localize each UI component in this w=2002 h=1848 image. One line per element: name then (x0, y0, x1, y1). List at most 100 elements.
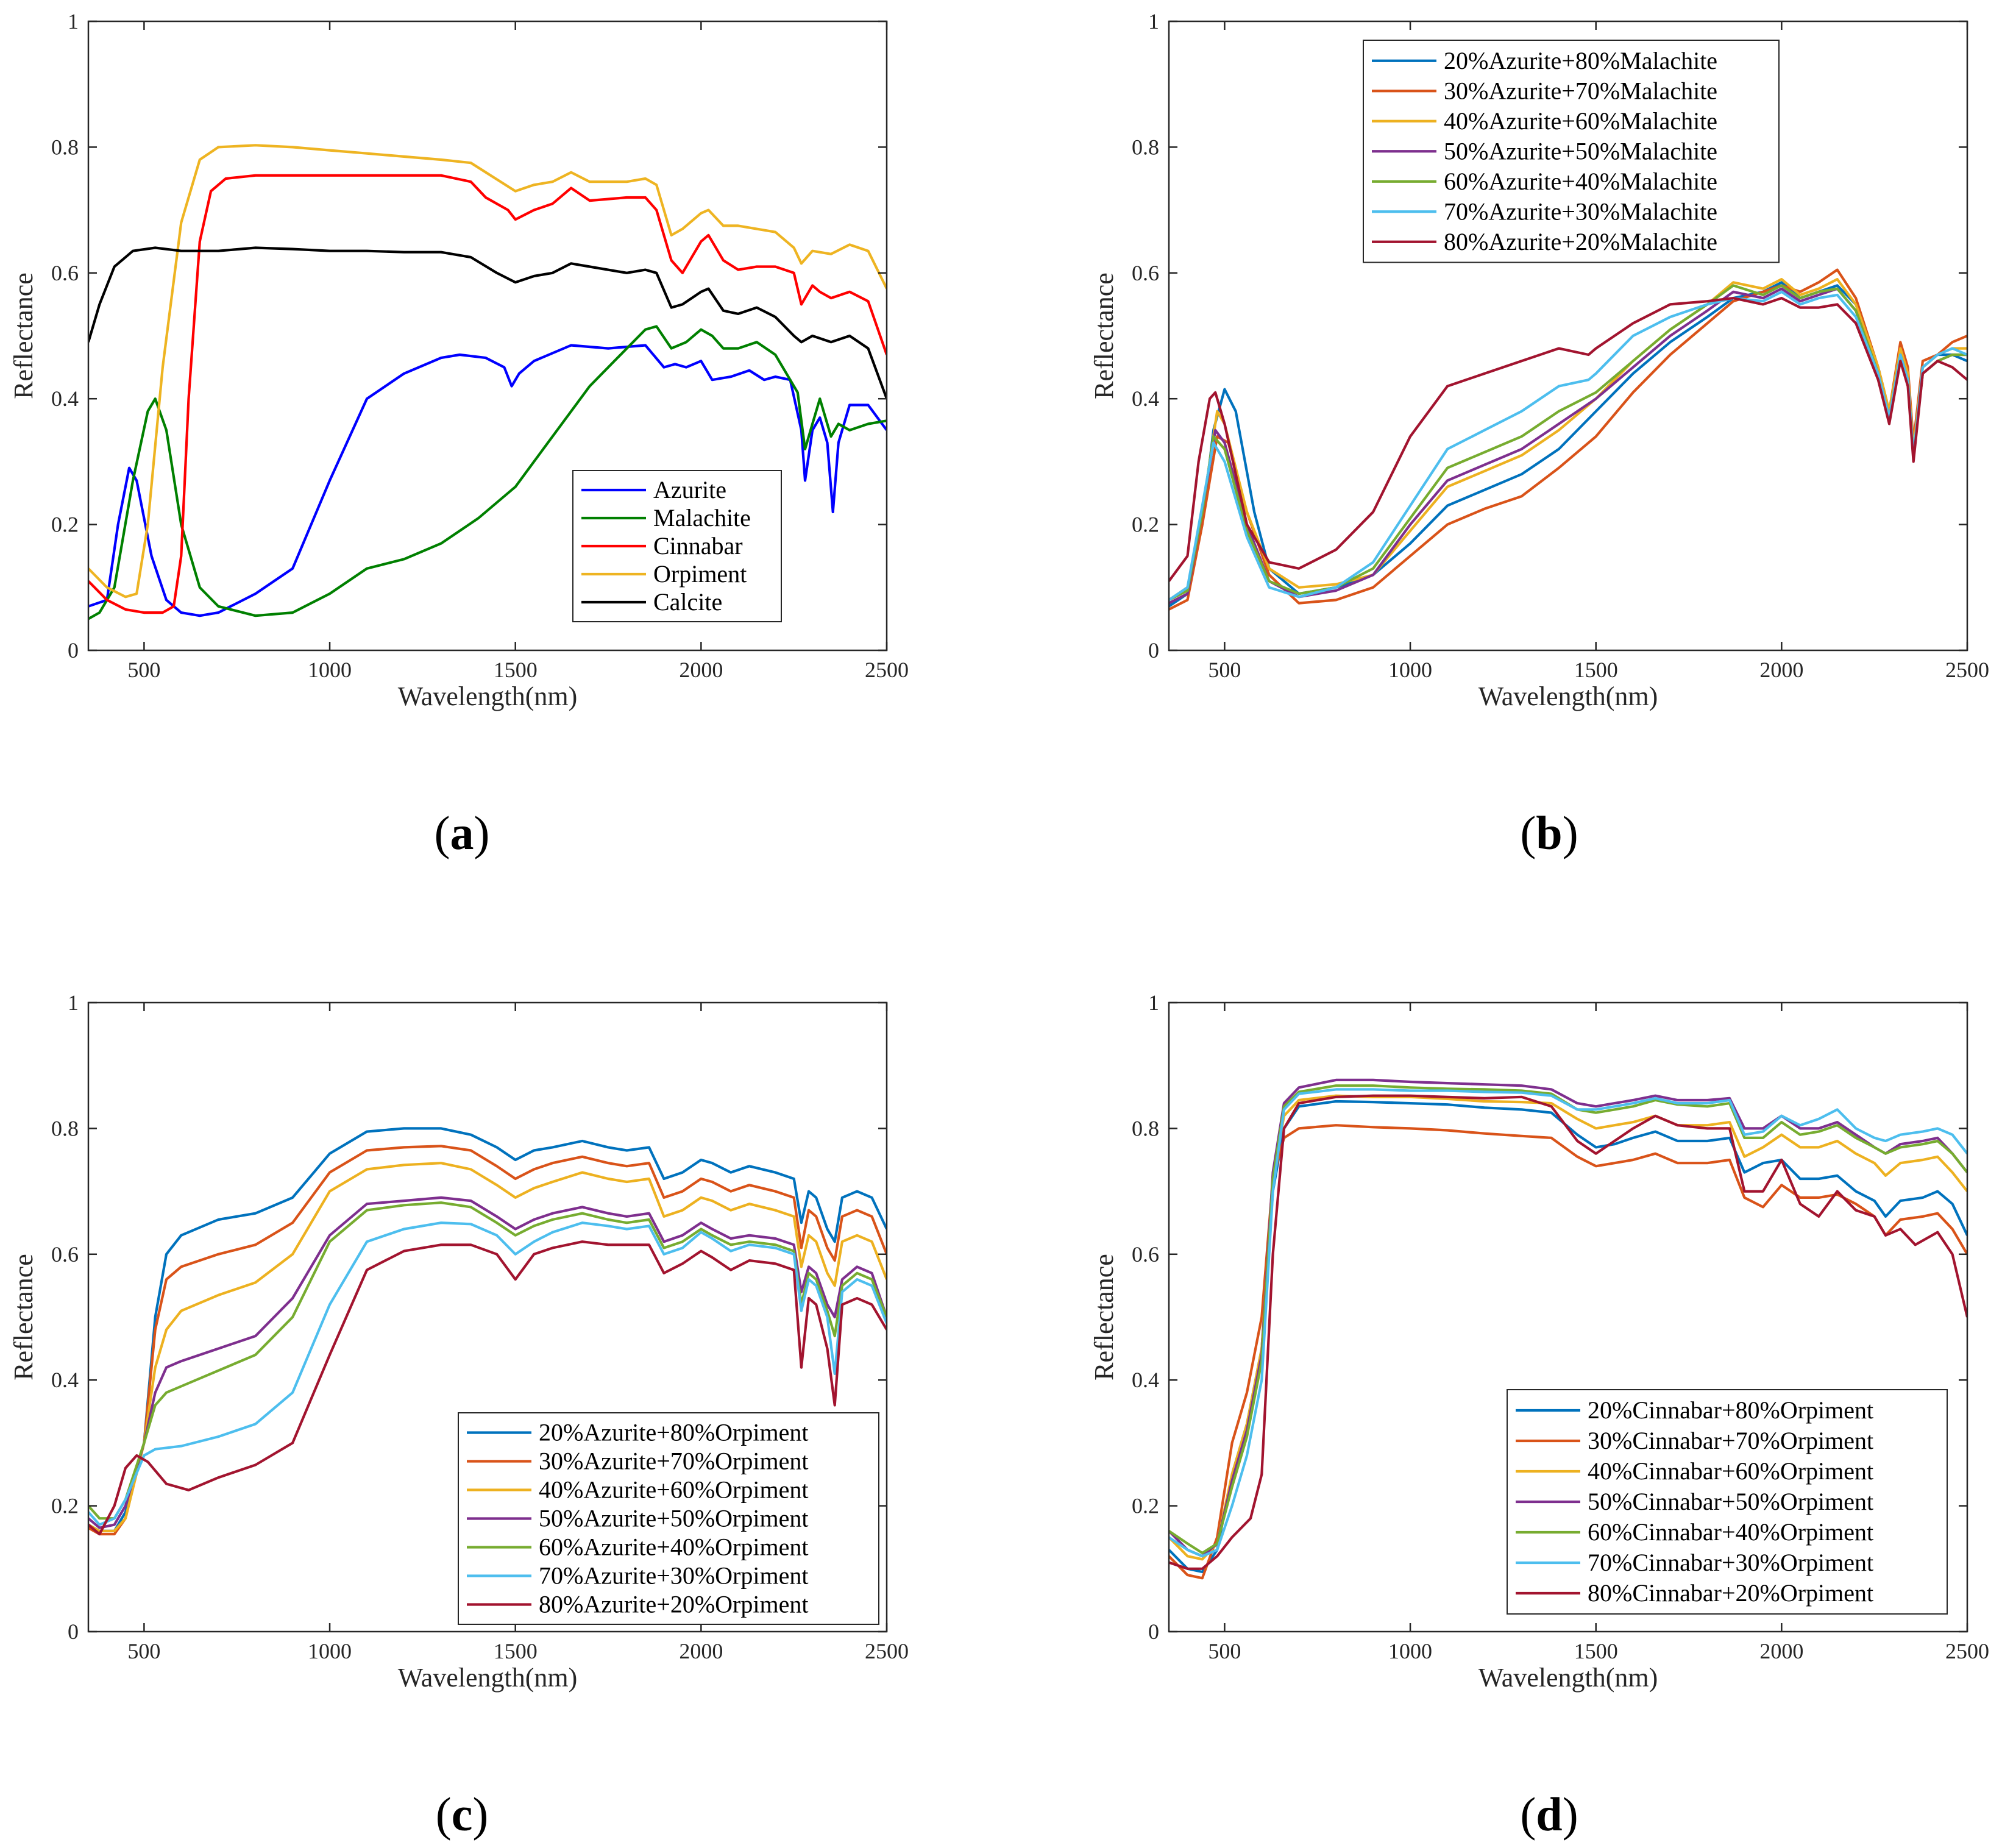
x-axis-label-c: Wavelength(nm) (398, 1663, 578, 1693)
y-tick-label-c-4: 0.8 (51, 1116, 79, 1140)
series-line-d-1 (1169, 1124, 1967, 1580)
x-tick-label-a-2: 1500 (494, 658, 538, 682)
y-tick-label-a-1: 0.2 (51, 513, 79, 537)
y-tick-label-a-4: 0.8 (51, 135, 79, 159)
x-tick-label-d-4: 2500 (1945, 1639, 1989, 1663)
y-tick-label-b-3: 0.6 (1132, 261, 1159, 285)
series-line-c-0 (88, 1127, 887, 1532)
series-line-b-4 (1169, 284, 1967, 602)
series-line-a-0 (88, 344, 887, 617)
legend-label-b-1: 30%Azurite+70%Malachite (1444, 77, 1717, 104)
y-tick-label-c-2: 0.4 (51, 1368, 79, 1392)
legend-label-b-4: 60%Azurite+40%Malachite (1444, 168, 1717, 195)
legend-label-c-4: 60%Azurite+40%Orpiment (539, 1533, 808, 1561)
series-line-a-4 (88, 246, 887, 399)
legend-label-b-6: 80%Azurite+20%Malachite (1444, 228, 1717, 255)
x-tick-label-b-2: 1500 (1574, 658, 1618, 682)
series-group-c (88, 1127, 887, 1536)
axes-box-a (87, 20, 888, 652)
series-line-c-5 (88, 1221, 887, 1526)
series-line-c-4 (88, 1201, 887, 1520)
panel-caption-b: (b) (1520, 806, 1578, 859)
x-tick-label-c-3: 2000 (679, 1639, 723, 1663)
series-line-d-5 (1169, 1088, 1967, 1558)
x-tick-label-b-4: 2500 (1945, 658, 1989, 682)
legend-label-c-0: 20%Azurite+80%Orpiment (539, 1419, 808, 1446)
y-tick-label-b-4: 0.8 (1132, 135, 1159, 159)
x-tick-label-c-0: 500 (127, 1639, 160, 1663)
legend-label-d-0: 20%Cinnabar+80%Orpiment (1588, 1396, 1873, 1424)
legend-label-a-2: Cinnabar (653, 532, 743, 560)
y-tick-label-b-0: 0 (1148, 638, 1159, 663)
legend-label-c-6: 80%Azurite+20%Orpiment (539, 1591, 808, 1618)
axes-box-c (87, 1001, 888, 1633)
legend-label-c-5: 70%Azurite+30%Orpiment (539, 1562, 808, 1590)
x-tick-label-a-3: 2000 (679, 658, 723, 682)
y-axis-label-d: Reflectance (1089, 1254, 1119, 1381)
series-line-d-6 (1169, 1094, 1967, 1570)
y-tick-label-c-1: 0.2 (51, 1494, 79, 1518)
x-tick-label-b-1: 1000 (1388, 658, 1432, 682)
legend-label-d-3: 50%Cinnabar+50%Orpiment (1588, 1488, 1873, 1515)
y-axis-label-c: Reflectance (9, 1254, 38, 1381)
chart-panel-b: 500 1000 1500 2000 2500 0 0.2 0.4 0.6 0.8 1 Wavelen… (1089, 9, 1989, 711)
legend-d: 20%Cinnabar+80%Orpiment 30%Cinnabar+70%Or… (1507, 1389, 1948, 1615)
x-tick-label-a-1: 1000 (308, 658, 352, 682)
panel-label-a: a (450, 806, 474, 859)
x-tick-label-c-1: 1000 (308, 1639, 352, 1663)
x-axis-label-b: Wavelength(nm) (1478, 681, 1658, 711)
legend-label-c-3: 50%Azurite+50%Orpiment (539, 1505, 808, 1532)
legend-label-b-2: 40%Azurite+60%Malachite (1444, 107, 1717, 135)
panel-label-b: b (1536, 806, 1563, 859)
y-tick-label-d-1: 0.2 (1132, 1494, 1159, 1518)
legend-label-a-3: Orpiment (653, 560, 747, 588)
x-tick-label-b-3: 2000 (1759, 658, 1803, 682)
legend-label-a-0: Azurite (653, 476, 726, 503)
series-line-c-3 (88, 1196, 887, 1529)
y-tick-label-b-5: 1 (1148, 9, 1159, 34)
x-tick-label-d-0: 500 (1208, 1639, 1241, 1663)
x-axis-label-d: Wavelength(nm) (1478, 1663, 1658, 1693)
y-tick-label-c-0: 0 (68, 1619, 79, 1644)
series-group-a (88, 144, 887, 620)
panel-label-c: c (451, 1788, 473, 1841)
legend-label-a-4: Calcite (653, 588, 722, 616)
x-tick-label-b-0: 500 (1208, 658, 1241, 682)
legend-label-b-0: 20%Azurite+80%Malachite (1444, 47, 1717, 74)
axes-box-b (1168, 20, 1968, 652)
y-tick-label-d-5: 1 (1148, 990, 1159, 1015)
y-tick-label-b-2: 0.4 (1132, 386, 1159, 411)
y-tick-label-d-3: 0.6 (1132, 1242, 1159, 1267)
series-line-c-1 (88, 1145, 887, 1536)
y-tick-label-a-2: 0.4 (51, 386, 79, 411)
x-tick-label-c-4: 2500 (865, 1639, 909, 1663)
y-tick-label-c-3: 0.6 (51, 1242, 79, 1267)
y-axis-label-b: Reflectance (1089, 272, 1119, 399)
series-group-b (1169, 268, 1967, 611)
series-line-b-6 (1169, 297, 1967, 582)
legend-label-d-5: 70%Cinnabar+30%Orpiment (1588, 1549, 1873, 1576)
legend-label-d-6: 80%Cinnabar+20%Orpiment (1588, 1579, 1873, 1607)
series-line-c-6 (88, 1240, 887, 1536)
series-line-c-2 (88, 1162, 887, 1532)
axes-box-d (1168, 1001, 1968, 1633)
x-axis-label-a: Wavelength(nm) (398, 681, 578, 711)
y-tick-label-a-0: 0 (68, 638, 79, 663)
series-line-b-3 (1169, 287, 1967, 605)
chart-panel-c: 500 1000 1500 2000 2500 0 0.2 0.4 0.6 0.8 1 Wavelen… (9, 990, 909, 1693)
x-tick-label-d-2: 1500 (1574, 1639, 1618, 1663)
x-tick-label-a-0: 500 (127, 658, 160, 682)
legend-label-b-3: 50%Azurite+50%Malachite (1444, 137, 1717, 165)
y-tick-label-a-5: 1 (68, 9, 79, 34)
y-tick-label-a-3: 0.6 (51, 261, 79, 285)
series-line-a-3 (88, 144, 887, 599)
panel-label-d: d (1536, 1788, 1563, 1841)
chart-panel-a: 500 1000 1500 2000 2500 0 0.2 0.4 0.6 0.8 1 Wavelen… (9, 9, 909, 711)
legend-c: 20%Azurite+80%Orpiment30%Azurite+70%Orpi… (458, 1412, 879, 1625)
chart-panel-d: 500 1000 1500 2000 2500 0 0.2 0.4 0.6 0.8 1 Wavelen… (1089, 990, 1989, 1693)
panel-caption-a: (a) (434, 806, 490, 859)
series-line-a-2 (88, 174, 887, 614)
panel-caption-c: (c) (435, 1788, 489, 1841)
